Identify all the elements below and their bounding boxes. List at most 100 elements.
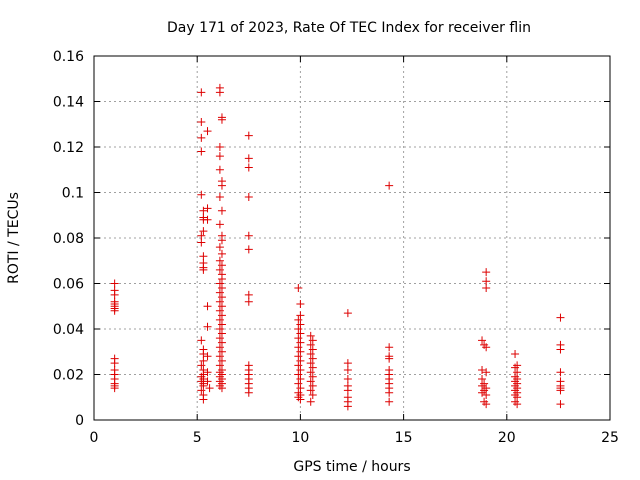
data-point — [215, 352, 224, 361]
data-point — [215, 165, 224, 174]
data-point — [203, 127, 212, 136]
data-point — [306, 386, 315, 395]
data-point — [215, 152, 224, 161]
data-point — [482, 400, 491, 409]
data-point — [294, 370, 303, 379]
data-point — [343, 359, 352, 368]
data-point — [110, 384, 119, 393]
data-point — [478, 388, 487, 397]
data-point — [203, 204, 212, 213]
x-tick-label: 5 — [193, 430, 202, 446]
y-tick-label: 0.14 — [53, 95, 84, 111]
data-point — [296, 384, 305, 393]
data-point — [478, 365, 487, 374]
data-point — [203, 377, 212, 386]
data-point — [482, 284, 491, 293]
data-point — [480, 340, 489, 349]
data-point — [343, 309, 352, 318]
data-point — [244, 163, 253, 172]
data-points — [110, 83, 565, 411]
data-point — [294, 325, 303, 333]
data-point — [110, 279, 119, 288]
data-point — [217, 181, 226, 190]
data-point — [296, 347, 305, 356]
data-point — [215, 325, 224, 333]
data-point — [513, 393, 522, 402]
data-point — [511, 350, 520, 359]
data-point — [244, 297, 253, 306]
data-point — [197, 190, 206, 199]
data-point — [482, 343, 491, 352]
data-point — [215, 315, 224, 324]
data-point — [556, 345, 565, 354]
data-point — [217, 311, 226, 320]
data-point — [217, 338, 226, 347]
data-point — [296, 375, 305, 384]
data-point — [244, 154, 253, 163]
data-point — [306, 368, 315, 377]
y-tick-label: 0.12 — [53, 140, 84, 156]
grid-lines — [94, 56, 610, 420]
data-point — [343, 386, 352, 395]
data-point — [217, 284, 226, 293]
y-tick-label: 0.06 — [53, 277, 84, 293]
data-point — [217, 274, 226, 283]
data-point — [197, 133, 206, 142]
data-point — [217, 329, 226, 338]
axis-ticks: 0 5 10 15 20 25 0 0.02 0.04 0.06 0.08 0.1 0.12 0.14 0.… — [53, 49, 619, 446]
data-point — [482, 390, 491, 399]
chart-title: Day 171 of 2023, Rate Of TEC Index for r… — [167, 20, 531, 36]
data-point — [306, 350, 315, 359]
data-point — [217, 206, 226, 215]
data-point — [215, 265, 224, 274]
data-point — [556, 386, 565, 395]
data-point — [296, 320, 305, 329]
data-point — [215, 193, 224, 202]
data-point — [215, 343, 224, 352]
data-point — [385, 388, 394, 397]
data-point — [294, 352, 303, 361]
data-point — [197, 147, 206, 156]
data-point — [215, 306, 224, 315]
data-point — [482, 277, 491, 286]
data-point — [244, 231, 253, 240]
data-point — [308, 345, 317, 354]
y-tick-label: 0.16 — [53, 49, 84, 65]
data-point — [308, 372, 317, 381]
data-point — [217, 302, 226, 311]
data-point — [197, 386, 206, 395]
data-point — [199, 265, 208, 274]
data-point — [294, 361, 303, 370]
data-point — [217, 236, 226, 245]
data-point — [385, 397, 394, 406]
data-point — [217, 293, 226, 302]
data-point — [385, 354, 394, 363]
data-point — [197, 88, 206, 97]
data-point — [199, 395, 208, 404]
data-point — [217, 261, 226, 270]
data-point — [199, 381, 208, 390]
data-point — [478, 381, 487, 390]
data-point — [296, 299, 305, 308]
data-point — [203, 215, 212, 224]
data-point — [556, 368, 565, 377]
data-point — [294, 284, 303, 293]
data-point — [306, 340, 315, 349]
data-point — [513, 361, 522, 370]
data-point — [217, 320, 226, 329]
data-point — [306, 397, 315, 406]
data-point — [556, 400, 565, 409]
data-point — [308, 336, 317, 345]
data-point — [215, 381, 224, 390]
data-point — [296, 338, 305, 347]
data-point — [511, 363, 520, 372]
data-point — [478, 336, 487, 345]
y-tick-label: 0.04 — [53, 322, 84, 338]
data-point — [385, 181, 394, 190]
data-point — [203, 302, 212, 311]
x-tick-label: 0 — [90, 430, 99, 446]
data-point — [296, 365, 305, 374]
data-point — [199, 350, 208, 359]
data-point — [197, 361, 206, 370]
data-point — [556, 313, 565, 322]
